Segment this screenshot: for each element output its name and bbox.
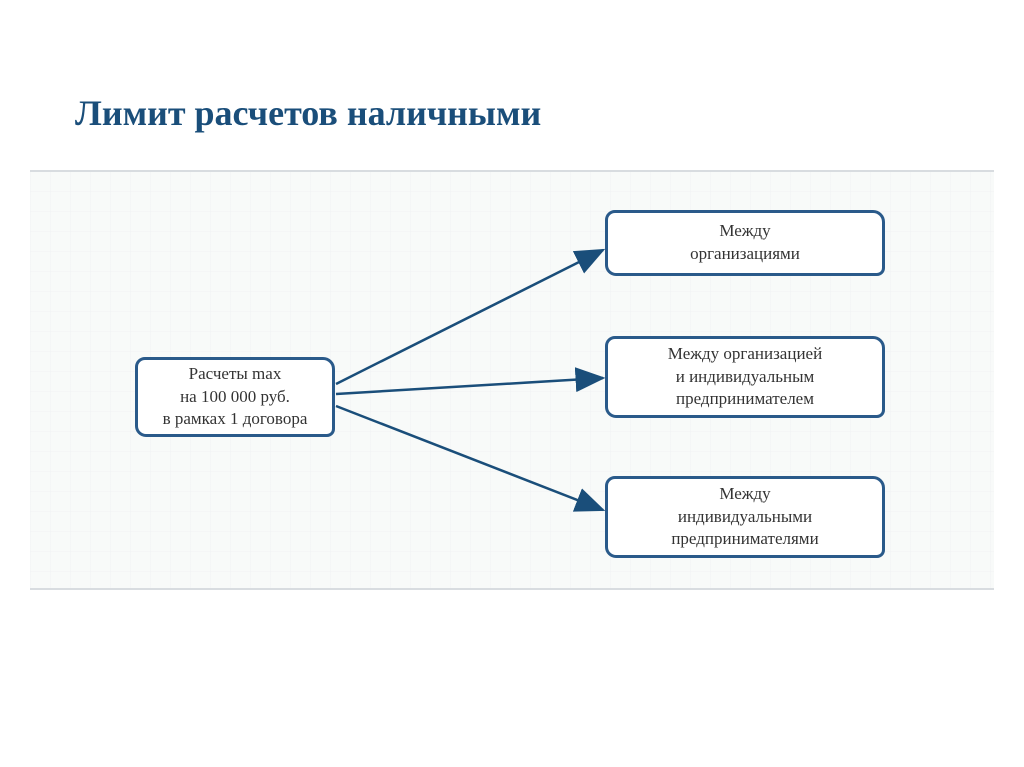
diagram-panel: Расчеты maxна 100 000 руб.в рамках 1 дог…	[30, 170, 994, 590]
source-node: Расчеты maxна 100 000 руб.в рамках 1 дог…	[135, 357, 335, 437]
node-label: Междуиндивидуальнымипредпринимателями	[671, 483, 818, 552]
page-title: Лимит расчетов наличными	[75, 92, 541, 134]
edge-line	[336, 250, 603, 384]
target-node-2: Между организациейи индивидуальнымпредпр…	[605, 336, 885, 418]
edge-line	[336, 406, 603, 510]
target-node-3: Междуиндивидуальнымипредпринимателями	[605, 476, 885, 558]
edge-line	[336, 378, 603, 394]
node-label: Между организациейи индивидуальнымпредпр…	[668, 343, 822, 412]
target-node-1: Междуорганизациями	[605, 210, 885, 276]
node-label: Расчеты maxна 100 000 руб.в рамках 1 дог…	[163, 363, 308, 432]
node-label: Междуорганизациями	[690, 220, 800, 266]
